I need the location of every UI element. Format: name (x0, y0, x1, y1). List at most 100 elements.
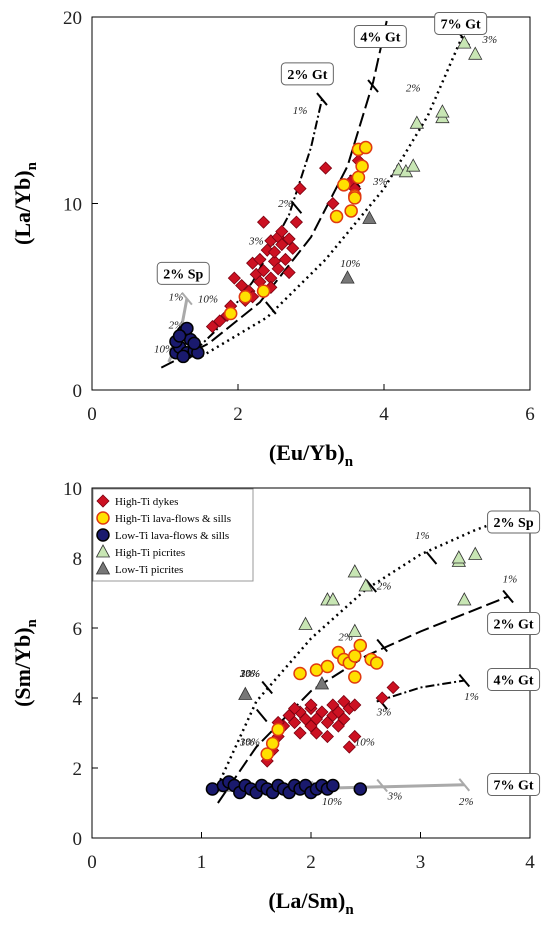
legend-label: Low-Ti picrites (115, 564, 183, 576)
model-label: 2% Sp (163, 267, 203, 282)
data-point (337, 178, 351, 192)
legend-marker (95, 544, 111, 558)
x-tick-label: 0 (87, 404, 97, 425)
melt-fraction-label: 10% (340, 258, 360, 270)
melt-fraction-tick (316, 92, 328, 106)
y-axis-label-sub: n (24, 618, 40, 627)
model-label: 2% Gt (287, 68, 327, 83)
y-tick-label: 20 (63, 8, 82, 29)
melt-fraction-label: 3% (372, 176, 388, 188)
y-axis-label-sub: n (24, 161, 40, 170)
series-high-ti-dykes (260, 680, 400, 768)
model-label-box (487, 612, 541, 635)
model-curve (182, 98, 323, 363)
legend-marker (96, 528, 110, 542)
series-high-ti-lava-flows-sills (223, 140, 373, 321)
data-point (348, 729, 362, 744)
melt-fraction-label: 3% (239, 736, 255, 748)
melt-fraction-label: 10% (240, 736, 260, 748)
data-point (468, 546, 483, 560)
melt-fraction-tick (255, 708, 268, 723)
data-point (205, 320, 220, 334)
y-tick-label: 8 (73, 549, 83, 570)
data-point (223, 306, 238, 321)
melt-fraction-label: 10% (198, 293, 218, 305)
melt-fraction-label: 1% (503, 574, 518, 586)
data-point (309, 726, 324, 740)
melt-fraction-label: 1% (415, 530, 430, 542)
melt-fraction-tick (261, 680, 273, 695)
data-point (358, 578, 373, 592)
series-low-ti-lava-flows-sills (205, 775, 368, 800)
model-label-box (487, 510, 541, 534)
data-point (451, 550, 466, 564)
model-label-box (280, 62, 334, 86)
data-point (271, 722, 285, 737)
legend-label: Low-Ti lava-flows & sills (115, 530, 229, 542)
data-point (293, 726, 307, 740)
data-point (386, 680, 400, 695)
model-label: 7% Gt (494, 779, 534, 794)
melt-fraction-label: 1% (464, 691, 479, 703)
data-point (275, 237, 289, 252)
data-point (329, 209, 344, 224)
melt-fraction-label: 10% (322, 796, 342, 808)
x-tick-label: 6 (525, 404, 535, 425)
legend-label: High-Ti dykes (115, 496, 178, 508)
melt-fraction-label: 3% (482, 34, 498, 46)
data-point (288, 715, 302, 730)
melt-fraction-tick (367, 79, 379, 93)
data-point (369, 656, 384, 670)
chart-top: 0 2 4 6 0 10 20 (Eu/Yb)n (La/Yb)n 1% 2% 10% 2% Sp 1% 2… (10, 8, 535, 470)
data-point (238, 290, 253, 304)
data-point (347, 564, 362, 578)
melt-fraction-label: 2% (459, 796, 474, 808)
y-axis-label: (Sm/Yb)n (10, 618, 40, 706)
data-point (406, 158, 421, 172)
melt-fraction-tick (376, 638, 388, 653)
x-axis-label: (La/Sm)n (268, 888, 354, 918)
data-point (267, 245, 282, 259)
melt-fraction-tick (425, 551, 438, 565)
melt-fraction-tick (181, 291, 193, 306)
data-point (348, 191, 362, 205)
data-point (359, 140, 373, 155)
data-point (409, 115, 425, 129)
data-point (375, 691, 389, 705)
data-point (326, 778, 340, 793)
model-label: 2% Sp (494, 516, 534, 531)
model-label-box (353, 25, 407, 49)
data-point (353, 782, 368, 796)
data-point (205, 782, 220, 796)
data-point (298, 616, 313, 630)
data-point (353, 638, 368, 653)
melt-fraction-label: 10% (154, 344, 174, 356)
melt-fraction-label: 1% (293, 105, 308, 117)
data-point (337, 712, 351, 726)
data-point (286, 241, 300, 255)
x-tick-label: 2 (233, 404, 243, 425)
y-tick-label: 10 (63, 479, 82, 500)
melt-fraction-label: 10% (240, 668, 260, 680)
series-low-ti-picrites (238, 676, 330, 700)
melt-fraction-tick (365, 579, 377, 593)
melt-fraction-tick (458, 778, 471, 792)
data-point (315, 705, 329, 719)
melt-fraction-label: 1% (169, 291, 184, 303)
data-point (278, 252, 293, 267)
series-high-ti-picrites (298, 546, 483, 637)
melt-fraction-tick (502, 589, 514, 604)
x-axis-label: (Eu/Yb)n (269, 440, 354, 470)
y-axis-label: (La/Yb)n (10, 161, 40, 245)
data-point (256, 215, 271, 229)
legend-label: High-Ti lava-flows & sills (115, 513, 231, 525)
data-point (172, 329, 187, 343)
melt-fraction-label: 20% (240, 668, 260, 680)
melt-fraction-tick (290, 200, 303, 214)
data-point (326, 196, 340, 211)
data-point (288, 701, 302, 716)
data-point (325, 592, 341, 606)
data-point (320, 659, 335, 674)
melt-fraction-tick (265, 301, 277, 315)
